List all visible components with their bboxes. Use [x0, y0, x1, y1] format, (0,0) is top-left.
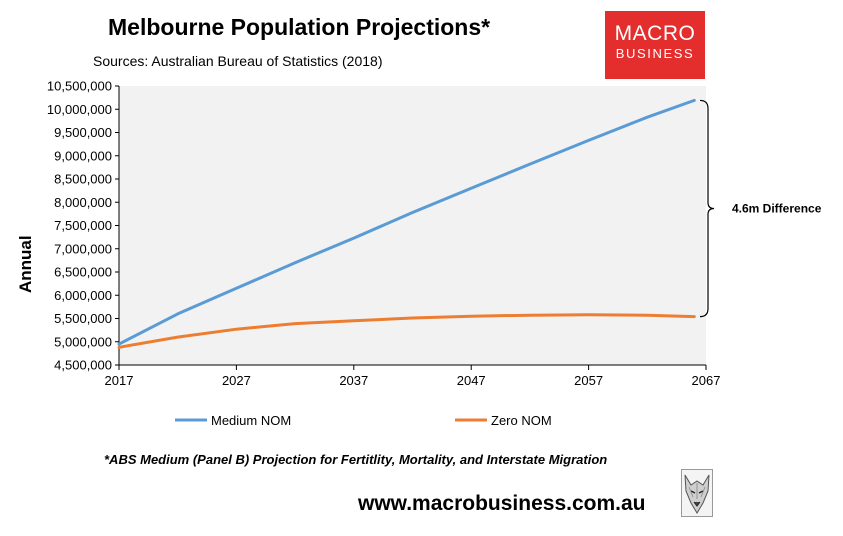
- website-url: www.macrobusiness.com.au: [358, 492, 646, 515]
- chart-title: Melbourne Population Projections*: [108, 14, 491, 40]
- logo-text-macro: MACRO: [614, 22, 696, 45]
- footnote: *ABS Medium (Panel B) Projection for Fer…: [104, 452, 608, 467]
- y-tick-label: 6,500,000: [54, 265, 112, 280]
- y-tick-label: 7,500,000: [54, 218, 112, 233]
- y-tick-label: 10,000,000: [47, 102, 112, 117]
- difference-bracket: [699, 99, 715, 318]
- y-tick-label: 5,000,000: [54, 334, 112, 349]
- y-tick-label: 6,000,000: [54, 288, 112, 303]
- x-tick-label: 2017: [105, 373, 134, 388]
- y-tick-label: 9,000,000: [54, 148, 112, 163]
- difference-annotation: 4.6m Difference: [732, 202, 822, 216]
- logo-text-business: BUSINESS: [615, 46, 695, 61]
- y-tick-label: 7,000,000: [54, 241, 112, 256]
- macrobusiness-logo: MACRO BUSINESS: [605, 11, 705, 79]
- legend-label-zero-nom: Zero NOM: [491, 413, 552, 428]
- wolf-icon: [681, 469, 713, 517]
- y-tick-label: 5,500,000: [54, 311, 112, 326]
- x-tick-label: 2057: [574, 373, 603, 388]
- y-tick-label: 4,500,000: [54, 358, 112, 373]
- x-tick-label: 2067: [692, 373, 721, 388]
- y-tick-label: 10,500,000: [47, 79, 112, 94]
- x-tick-label: 2047: [457, 373, 486, 388]
- x-tick-label: 2037: [339, 373, 368, 388]
- y-tick-label: 9,500,000: [54, 125, 112, 140]
- chart-subtitle: Sources: Australian Bureau of Statistics…: [93, 53, 383, 69]
- y-tick-label: 8,000,000: [54, 195, 112, 210]
- series-line-zero-nom: [117, 313, 696, 349]
- legend-label-medium-nom: Medium NOM: [211, 413, 291, 428]
- series-line-medium-nom: [117, 98, 696, 346]
- x-tick-label: 2027: [222, 373, 251, 388]
- y-tick-label: 8,500,000: [54, 172, 112, 187]
